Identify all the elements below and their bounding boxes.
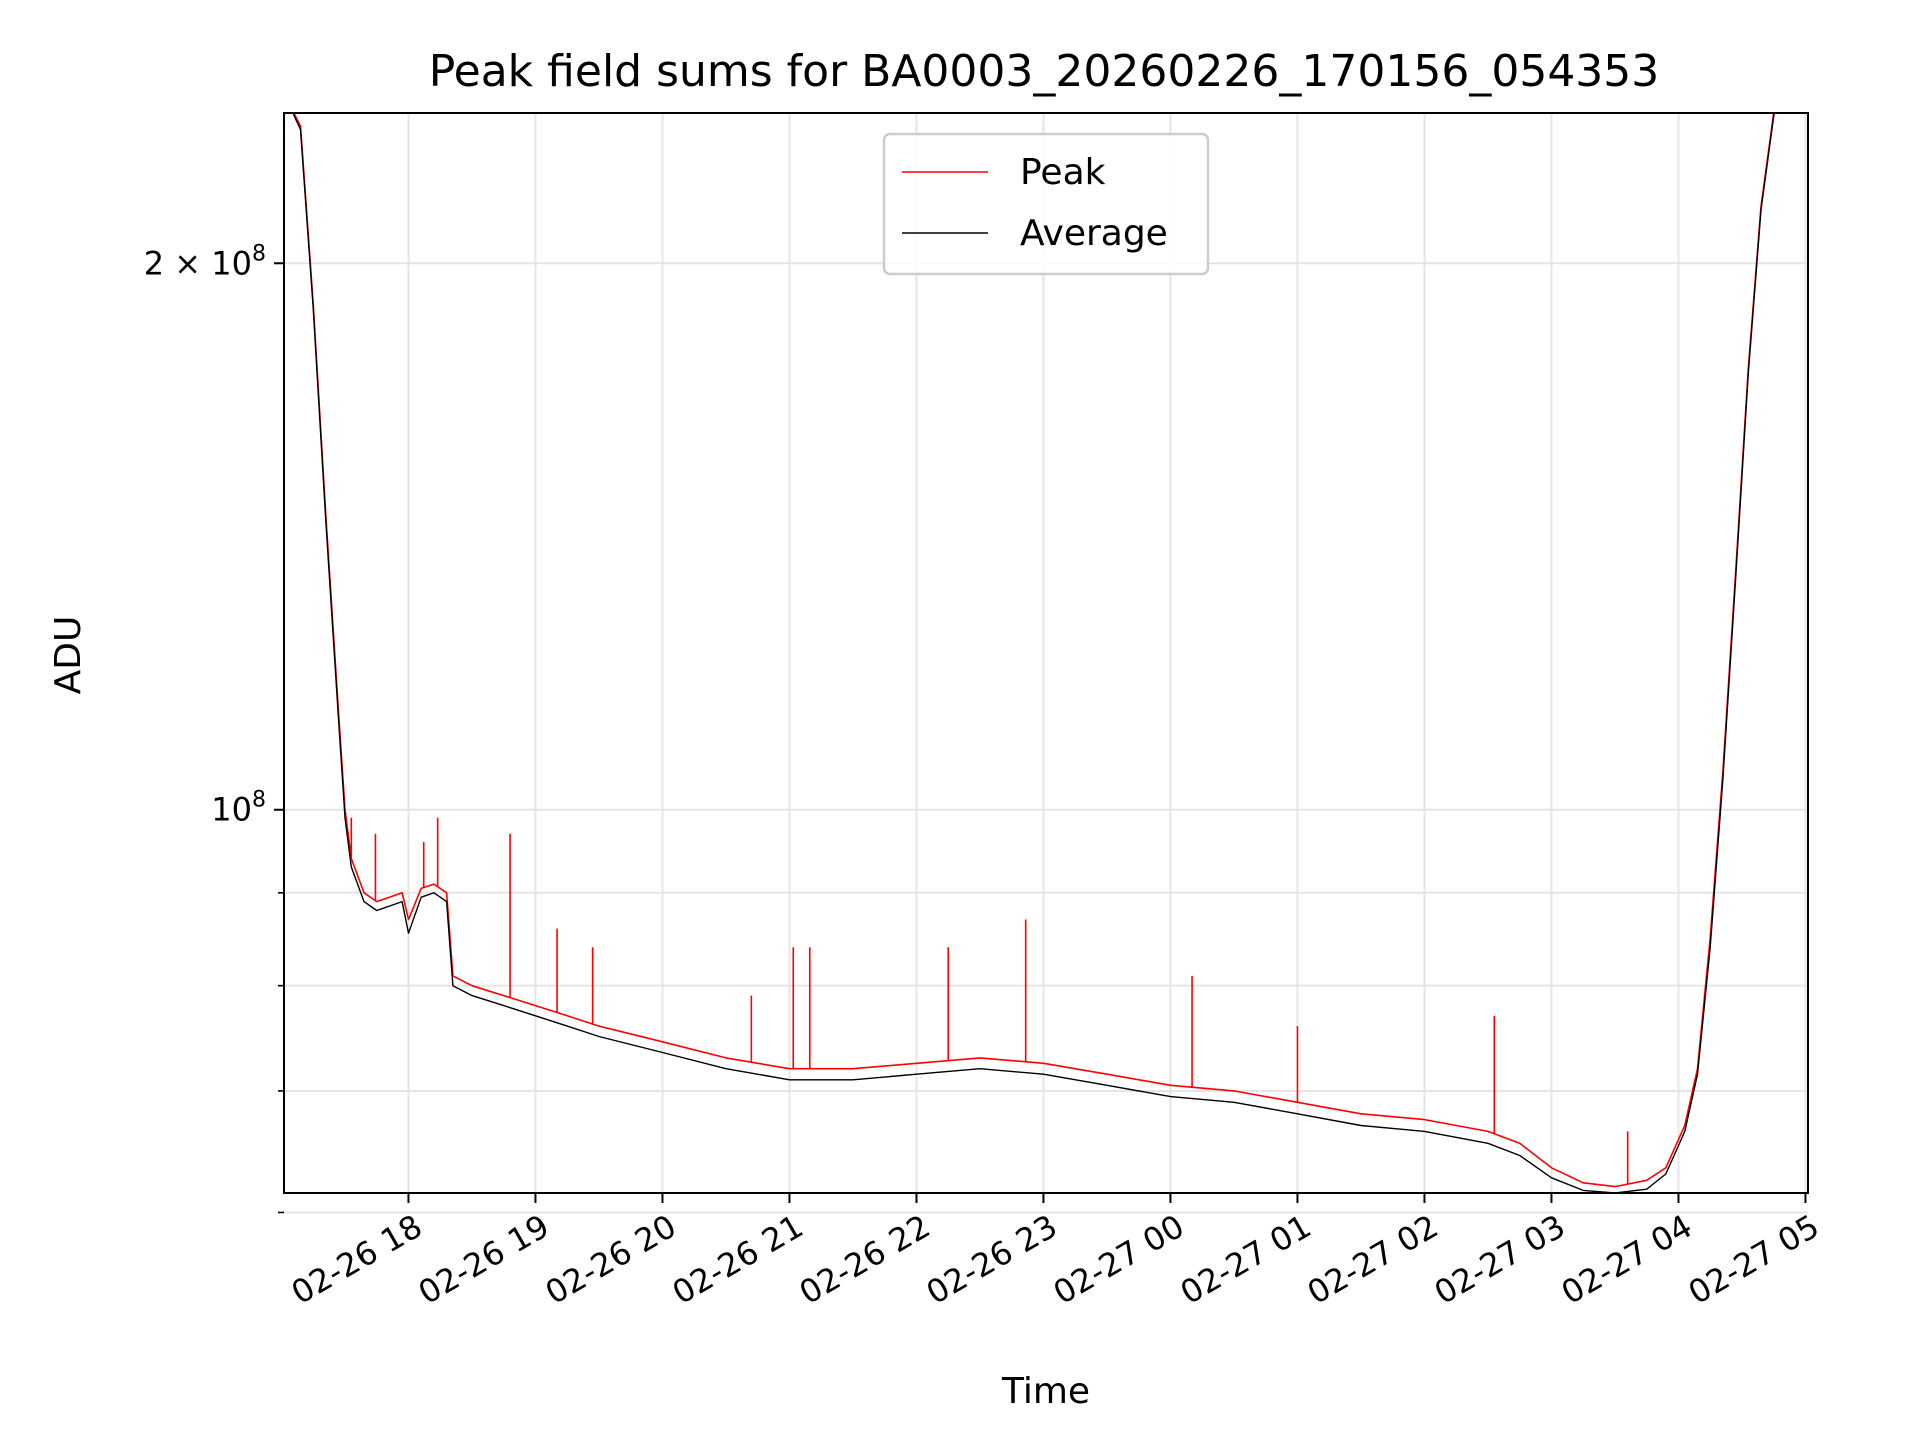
- plot-frame: [283, 112, 1809, 1194]
- series-line-average: [292, 113, 1776, 1193]
- legend: Peak Average: [882, 132, 1210, 276]
- legend-label-average: Average: [1020, 213, 1168, 254]
- legend-box: [882, 132, 1210, 276]
- y-axis-label: ADU: [48, 616, 89, 695]
- grid: [284, 113, 1808, 1214]
- legend-label-peak: Peak: [1020, 152, 1106, 193]
- y-tick-label: 2 × 108: [144, 241, 266, 282]
- y-tick-label: 108: [211, 788, 266, 829]
- series-line-peak: [292, 113, 1775, 1188]
- series-group: [292, 113, 1776, 1193]
- x-axis-label: Time: [1001, 1371, 1090, 1412]
- chart-title: Peak field sums for BA0003_20260226_1701…: [429, 46, 1660, 97]
